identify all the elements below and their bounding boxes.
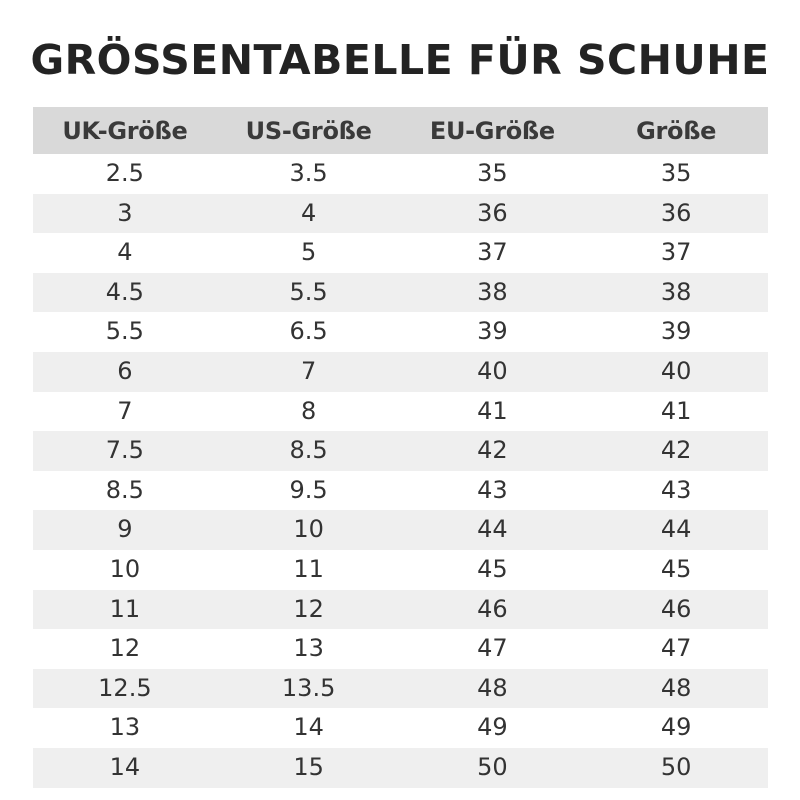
size-cell: 45 — [584, 549, 768, 590]
us-size-cell: 5.5 — [216, 272, 401, 313]
table-row: 5.5 6.5 39 39 — [33, 312, 768, 352]
header-us-size: US-Größe — [216, 107, 401, 154]
uk-size-cell: 8.5 — [33, 470, 217, 511]
uk-size-cell: 9 — [33, 510, 217, 550]
table-row: 9 10 44 44 — [33, 510, 768, 550]
uk-size-cell: 7 — [33, 391, 217, 432]
eu-size-cell: 50 — [400, 747, 585, 788]
us-size-cell: 3.5 — [216, 154, 401, 194]
eu-size-cell: 35 — [400, 154, 585, 194]
us-size-cell: 14 — [216, 708, 401, 748]
size-cell: 44 — [584, 510, 768, 550]
eu-size-cell: 44 — [400, 510, 585, 550]
size-cell: 38 — [584, 272, 768, 313]
size-chart-table: UK-Größe US-Größe EU-Größe Größe 2.5 3.5 3… — [33, 107, 768, 788]
uk-size-cell: 4 — [33, 233, 217, 273]
eu-size-cell: 38 — [400, 272, 585, 313]
eu-size-cell: 37 — [400, 233, 585, 273]
us-size-cell: 10 — [216, 510, 401, 550]
header-eu-size: EU-Größe — [400, 107, 585, 154]
size-cell: 40 — [584, 351, 768, 392]
eu-size-cell: 46 — [400, 589, 585, 630]
header-size: Größe — [584, 107, 768, 154]
eu-size-cell: 40 — [400, 351, 585, 392]
us-size-cell: 8 — [216, 391, 401, 432]
uk-size-cell: 12 — [33, 629, 217, 669]
us-size-cell: 5 — [216, 233, 401, 273]
size-cell: 42 — [584, 431, 768, 471]
eu-size-cell: 48 — [400, 668, 585, 709]
table-row: 12.5 13.5 48 48 — [33, 668, 768, 709]
size-cell: 50 — [584, 747, 768, 788]
table-body: 2.5 3.5 35 35 3 4 36 36 4 5 37 37 4.5 5.5 38 38 5.5 6.5 39… — [33, 154, 768, 788]
uk-size-cell: 3 — [33, 193, 217, 234]
size-cell: 43 — [584, 470, 768, 511]
us-size-cell: 15 — [216, 747, 401, 788]
table-row: 12 13 47 47 — [33, 629, 768, 669]
size-cell: 41 — [584, 391, 768, 432]
uk-size-cell: 6 — [33, 351, 217, 392]
table-row: 4 5 37 37 — [33, 233, 768, 273]
us-size-cell: 6.5 — [216, 312, 401, 352]
eu-size-cell: 39 — [400, 312, 585, 352]
us-size-cell: 7 — [216, 351, 401, 392]
table-row: 8.5 9.5 43 43 — [33, 470, 768, 511]
header-uk-size: UK-Größe — [33, 107, 217, 154]
table-row: 11 12 46 46 — [33, 589, 768, 630]
us-size-cell: 12 — [216, 589, 401, 630]
us-size-cell: 13.5 — [216, 668, 401, 709]
uk-size-cell: 5.5 — [33, 312, 217, 352]
table-row: 6 7 40 40 — [33, 351, 768, 392]
us-size-cell: 13 — [216, 629, 401, 669]
table-row: 7 8 41 41 — [33, 391, 768, 432]
table-row: 3 4 36 36 — [33, 193, 768, 234]
uk-size-cell: 13 — [33, 708, 217, 748]
eu-size-cell: 45 — [400, 549, 585, 590]
size-cell: 47 — [584, 629, 768, 669]
eu-size-cell: 47 — [400, 629, 585, 669]
size-cell: 48 — [584, 668, 768, 709]
size-cell: 46 — [584, 589, 768, 630]
uk-size-cell: 14 — [33, 747, 217, 788]
size-cell: 37 — [584, 233, 768, 273]
size-cell: 49 — [584, 708, 768, 748]
table-row: 2.5 3.5 35 35 — [33, 154, 768, 194]
size-cell: 39 — [584, 312, 768, 352]
uk-size-cell: 7.5 — [33, 431, 217, 471]
uk-size-cell: 4.5 — [33, 272, 217, 313]
eu-size-cell: 36 — [400, 193, 585, 234]
table-header-row: UK-Größe US-Größe EU-Größe Größe — [33, 107, 768, 154]
table-row: 10 11 45 45 — [33, 549, 768, 590]
size-cell: 35 — [584, 154, 768, 194]
eu-size-cell: 43 — [400, 470, 585, 511]
us-size-cell: 9.5 — [216, 470, 401, 511]
table-row: 4.5 5.5 38 38 — [33, 272, 768, 313]
uk-size-cell: 10 — [33, 549, 217, 590]
size-cell: 36 — [584, 193, 768, 234]
us-size-cell: 11 — [216, 549, 401, 590]
uk-size-cell: 2.5 — [33, 154, 217, 194]
eu-size-cell: 41 — [400, 391, 585, 432]
table-row: 14 15 50 50 — [33, 747, 768, 788]
eu-size-cell: 49 — [400, 708, 585, 748]
table-row: 7.5 8.5 42 42 — [33, 431, 768, 471]
page-title: GRÖSSENTABELLE FÜR SCHUHE — [30, 36, 770, 84]
uk-size-cell: 11 — [33, 589, 217, 630]
us-size-cell: 8.5 — [216, 431, 401, 471]
table-row: 13 14 49 49 — [33, 708, 768, 748]
uk-size-cell: 12.5 — [33, 668, 217, 709]
eu-size-cell: 42 — [400, 431, 585, 471]
us-size-cell: 4 — [216, 193, 401, 234]
